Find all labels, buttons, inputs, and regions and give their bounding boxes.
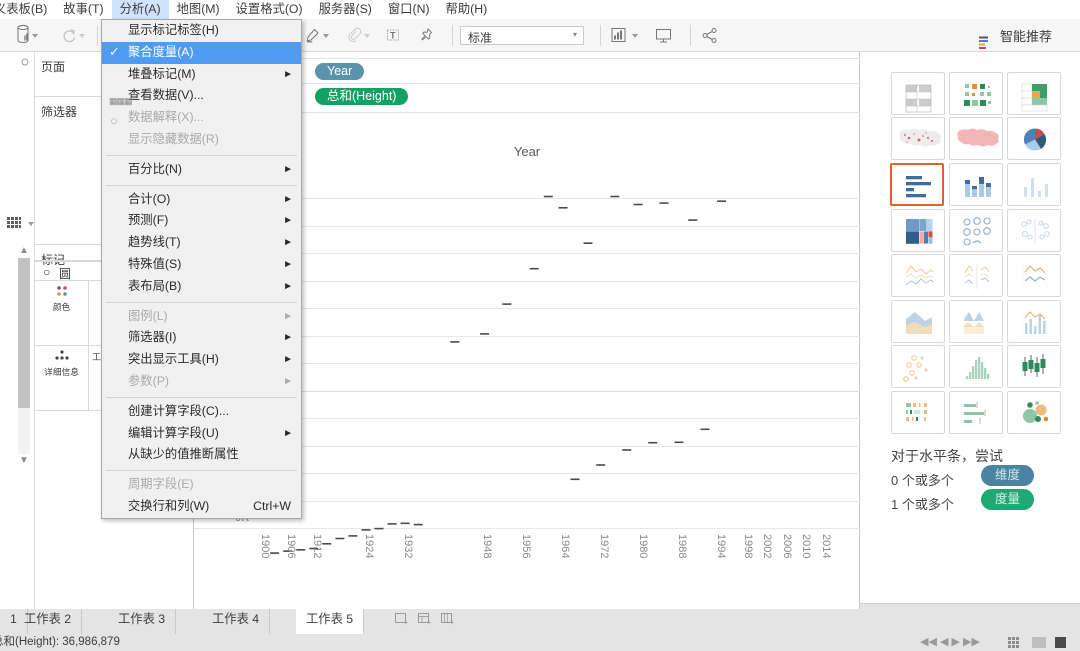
svg-text:+: + — [450, 620, 454, 626]
svg-text:+: + — [427, 620, 431, 626]
svg-text:T: T — [390, 31, 396, 41]
svg-text:+: + — [404, 620, 408, 626]
